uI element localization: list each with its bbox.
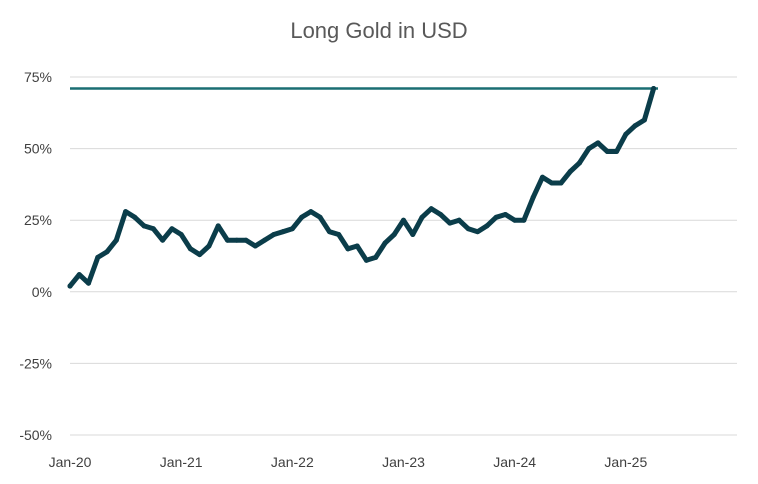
y-tick-label: -50%	[19, 427, 52, 443]
data-point	[438, 211, 444, 217]
data-point	[113, 237, 119, 243]
data-point	[271, 232, 277, 238]
data-point	[224, 237, 230, 243]
data-point	[419, 214, 425, 220]
data-point	[336, 232, 342, 238]
data-point	[326, 229, 332, 235]
x-tick-label: Jan-21	[160, 454, 203, 470]
data-point	[549, 180, 555, 186]
data-point	[502, 211, 508, 217]
data-point	[475, 229, 481, 235]
data-point	[363, 257, 369, 263]
data-point	[493, 214, 499, 220]
data-point	[197, 252, 203, 258]
data-point	[595, 140, 601, 146]
data-point	[104, 249, 110, 255]
data-point	[623, 131, 629, 137]
data-point	[178, 232, 184, 238]
data-point	[86, 280, 92, 286]
data-point	[373, 254, 379, 260]
data-point	[577, 160, 583, 166]
data-point	[243, 237, 249, 243]
data-point	[215, 223, 221, 229]
y-tick-label: -25%	[19, 355, 52, 371]
y-tick-label: 0%	[32, 284, 52, 300]
data-point	[539, 174, 545, 180]
data-point	[614, 148, 620, 154]
chart-title: Long Gold in USD	[290, 18, 468, 43]
data-point	[567, 169, 573, 175]
data-point	[391, 232, 397, 238]
data-point	[132, 214, 138, 220]
data-point	[632, 123, 638, 129]
y-tick-label: 50%	[24, 141, 52, 157]
data-point	[280, 229, 286, 235]
data-point	[252, 243, 258, 249]
data-point	[299, 214, 305, 220]
data-point	[345, 246, 351, 252]
x-tick-label: Jan-20	[49, 454, 92, 470]
data-point	[530, 194, 536, 200]
data-point	[512, 217, 518, 223]
data-point	[651, 85, 657, 91]
data-point	[465, 226, 471, 232]
data-point	[447, 220, 453, 226]
data-point	[262, 237, 268, 243]
data-point	[641, 117, 647, 123]
y-tick-label: 25%	[24, 212, 52, 228]
data-point	[150, 226, 156, 232]
x-tick-label: Jan-23	[382, 454, 425, 470]
data-point	[382, 240, 388, 246]
data-point	[401, 217, 406, 223]
data-point	[354, 243, 360, 249]
data-point	[141, 223, 147, 229]
x-tick-label: Jan-22	[271, 454, 314, 470]
data-point	[586, 146, 592, 152]
data-point	[289, 226, 295, 232]
data-point	[604, 148, 610, 154]
data-point	[484, 223, 490, 229]
data-point	[187, 246, 193, 252]
data-point	[234, 237, 240, 243]
x-tick-label: Jan-25	[604, 454, 647, 470]
data-point	[521, 217, 527, 223]
data-point	[410, 232, 416, 238]
x-tick-label: Jan-24	[493, 454, 536, 470]
data-point	[308, 209, 314, 215]
data-point	[317, 214, 323, 220]
data-point	[169, 226, 175, 232]
data-point	[123, 209, 129, 215]
data-point	[76, 272, 82, 278]
data-point	[428, 206, 434, 212]
data-point	[206, 243, 212, 249]
data-point	[558, 180, 564, 186]
data-point	[95, 254, 101, 260]
data-point	[160, 237, 166, 243]
data-point	[67, 283, 73, 289]
series-line-0	[67, 86, 657, 289]
y-tick-label: 75%	[24, 69, 52, 85]
data-point	[456, 217, 462, 223]
